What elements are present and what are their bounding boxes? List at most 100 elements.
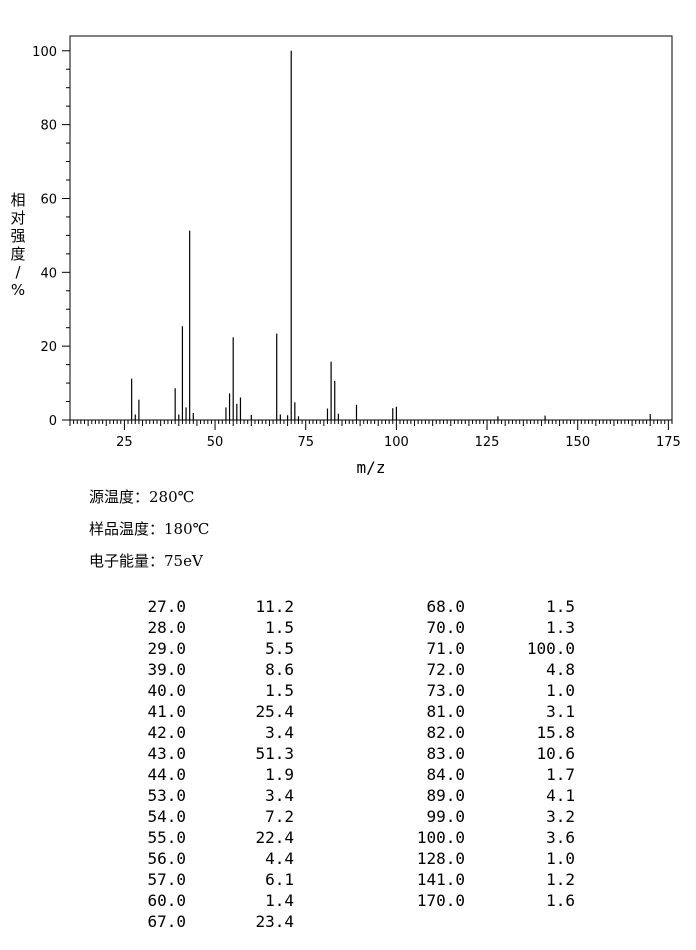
- peak-intensity: 3.4: [265, 723, 294, 742]
- x-tick-label: 100: [384, 435, 409, 450]
- peak-intensity: 7.2: [265, 807, 294, 826]
- peak-mz: 41.0: [147, 702, 186, 721]
- peak-table-right: 68.0 1.5 70.0 1.3 71.0 100.0 72.0 4.8 73.0 1.0 81.…: [0, 596, 575, 911]
- peak-intensity: 4.1: [546, 786, 575, 805]
- peak-row: 68.0 1.5: [0, 596, 575, 617]
- x-tick-label: 175: [656, 435, 681, 450]
- peak-row: 83.0 10.6: [0, 743, 575, 764]
- peak-intensity: 5.5: [265, 639, 294, 658]
- peak-mz: 70.0: [426, 618, 465, 637]
- peak-row: 89.0 4.1: [0, 785, 575, 806]
- peak-row: 60.0 1.4: [0, 890, 294, 911]
- peak-mz: 56.0: [147, 849, 186, 868]
- peak-row: 57.0 6.1: [0, 869, 294, 890]
- peak-row: 42.0 3.4: [0, 722, 294, 743]
- peak-mz: 54.0: [147, 807, 186, 826]
- peak-row: 84.0 1.7: [0, 764, 575, 785]
- peak-mz: 89.0: [426, 786, 465, 805]
- peak-mz: 83.0: [426, 744, 465, 763]
- peak-mz: 60.0: [147, 891, 186, 910]
- peak-intensity: 15.8: [536, 723, 575, 742]
- peak-intensity: 100.0: [526, 639, 575, 658]
- peak-mz: 29.0: [147, 639, 186, 658]
- x-tick-label: 50: [207, 435, 224, 450]
- mass-spectrum-chart: 0 20 40 60 80 100 25 50 75 100 125 150 175 m/z 相对强度…: [10, 35, 681, 477]
- peak-intensity: 22.4: [255, 828, 294, 847]
- peak-intensity: 1.0: [546, 681, 575, 700]
- peak-intensity: 1.4: [265, 891, 294, 910]
- peak-mz: 42.0: [147, 723, 186, 742]
- peak-mz: 44.0: [147, 765, 186, 784]
- x-axis: 25 50 75 100 125 150 175: [69, 420, 681, 450]
- peak-row: 170.0 1.6: [0, 890, 575, 911]
- peak-mz: 73.0: [426, 681, 465, 700]
- source-temperature: 源温度：280℃: [89, 488, 195, 506]
- peak-row: 44.0 1.9: [0, 764, 294, 785]
- peak-intensity: 4.4: [265, 849, 294, 868]
- x-tick-label: 150: [565, 435, 590, 450]
- peak-row: 141.0 1.2: [0, 869, 575, 890]
- peak-mz: 43.0: [147, 744, 186, 763]
- plot-frame: [69, 35, 673, 421]
- y-tick-label: 20: [40, 340, 57, 355]
- peak-intensity: 1.6: [546, 891, 575, 910]
- peak-row: 72.0 4.8: [0, 659, 575, 680]
- peak-mz: 71.0: [426, 639, 465, 658]
- peak-mz: 84.0: [426, 765, 465, 784]
- peak-mz: 68.0: [426, 597, 465, 616]
- electron-energy: 电子能量：75eV: [89, 552, 203, 570]
- peak-mz: 128.0: [416, 849, 465, 868]
- peak-intensity: 11.2: [255, 597, 294, 616]
- peak-mz: 82.0: [426, 723, 465, 742]
- peak-row: 128.0 1.0: [0, 848, 575, 869]
- peak-intensity: 23.4: [255, 912, 294, 931]
- peak-row: 73.0 1.0: [0, 680, 575, 701]
- spectrum-peaks: [131, 50, 651, 420]
- peak-row: 41.0 25.4: [0, 701, 294, 722]
- peak-row: 39.0 8.6: [0, 659, 294, 680]
- y-tick-label: 0: [49, 414, 57, 429]
- peak-row: 70.0 1.3: [0, 617, 575, 638]
- peak-row: 43.0 51.3: [0, 743, 294, 764]
- peak-intensity: 8.6: [265, 660, 294, 679]
- peak-row: 82.0 15.8: [0, 722, 575, 743]
- peak-row: 100.0 3.6: [0, 827, 575, 848]
- peak-mz: 55.0: [147, 828, 186, 847]
- x-axis-label: m/z: [357, 458, 386, 477]
- peak-intensity: 6.1: [265, 870, 294, 889]
- peak-intensity: 10.6: [536, 744, 575, 763]
- peak-mz: 100.0: [416, 828, 465, 847]
- peak-row: 29.0 5.5: [0, 638, 294, 659]
- peak-mz: 170.0: [416, 891, 465, 910]
- peak-mz: 57.0: [147, 870, 186, 889]
- peak-mz: 53.0: [147, 786, 186, 805]
- peak-intensity: 3.6: [546, 828, 575, 847]
- peak-intensity: 1.5: [265, 618, 294, 637]
- x-tick-label: 125: [475, 435, 500, 450]
- y-tick-label: 80: [40, 119, 57, 134]
- y-tick-label: 40: [40, 266, 57, 281]
- peak-table-left: 27.0 11.2 28.0 1.5 29.0 5.5 39.0 8.6 40.0 1.5 41.0…: [0, 596, 294, 932]
- x-tick-label: 25: [116, 435, 133, 450]
- peak-intensity: 3.2: [546, 807, 575, 826]
- y-axis-label: 相对强度/%: [10, 191, 25, 299]
- peak-row: 55.0 22.4: [0, 827, 294, 848]
- x-tick-label: 75: [297, 435, 314, 450]
- peak-intensity: 1.5: [546, 597, 575, 616]
- peak-intensity: 1.5: [265, 681, 294, 700]
- peak-intensity: 51.3: [255, 744, 294, 763]
- peak-mz: 40.0: [147, 681, 186, 700]
- peak-mz: 141.0: [416, 870, 465, 889]
- peak-intensity: 3.4: [265, 786, 294, 805]
- peak-row: 67.0 23.4: [0, 911, 294, 932]
- peak-intensity: 3.1: [546, 702, 575, 721]
- peak-row: 27.0 11.2: [0, 596, 294, 617]
- sample-temperature: 样品温度：180℃: [89, 520, 210, 538]
- peak-intensity: 4.8: [546, 660, 575, 679]
- peak-mz: 72.0: [426, 660, 465, 679]
- peak-intensity: 1.3: [546, 618, 575, 637]
- peak-intensity: 1.2: [546, 870, 575, 889]
- peak-mz: 99.0: [426, 807, 465, 826]
- y-tick-label: 60: [40, 192, 57, 207]
- peak-mz: 28.0: [147, 618, 186, 637]
